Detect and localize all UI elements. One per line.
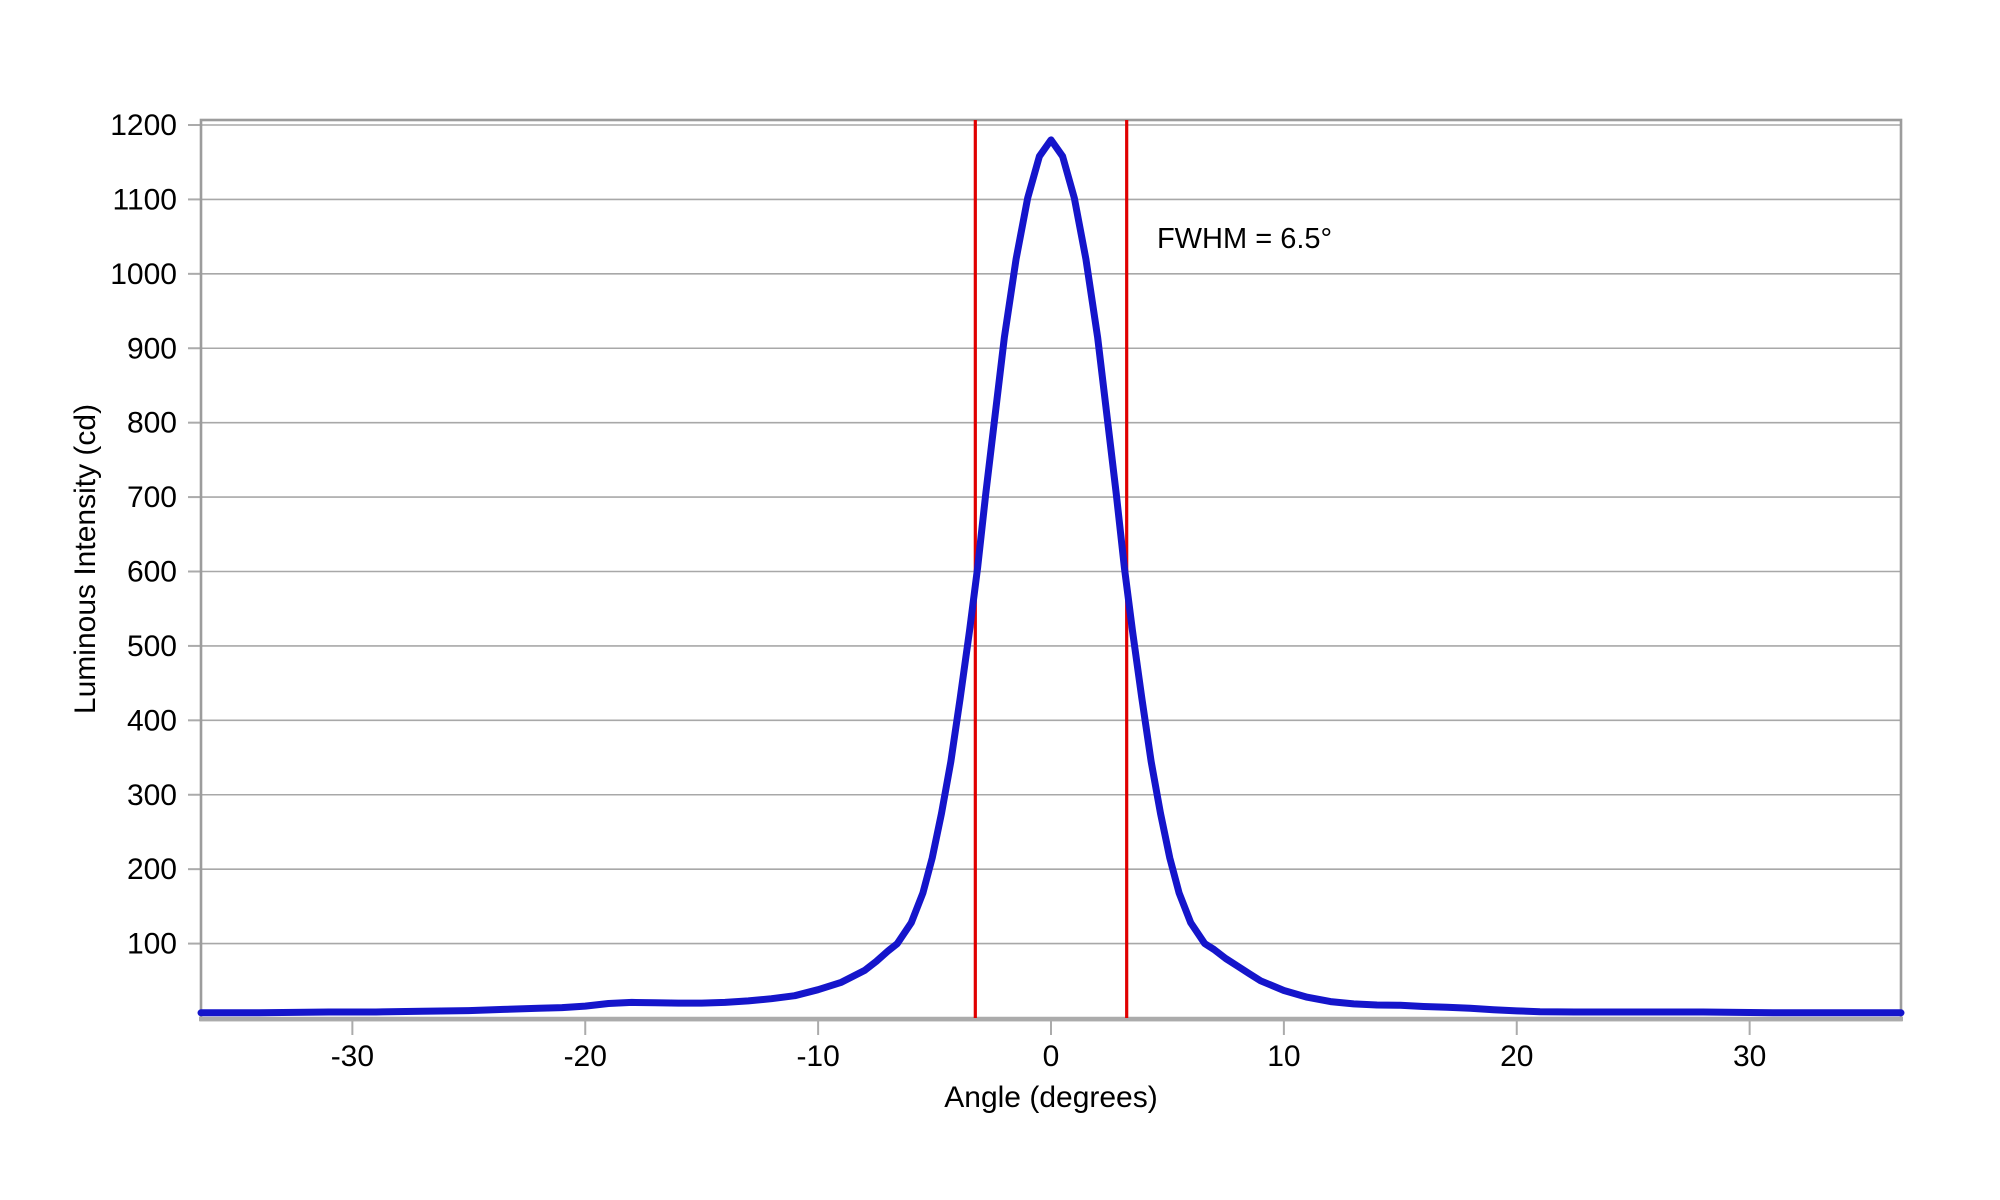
xtick-label-20: 20	[1500, 1040, 1533, 1073]
ytick-label-1000: 1000	[110, 258, 177, 291]
ytick-label-800: 800	[127, 407, 177, 440]
xtick-label--10: -10	[796, 1040, 839, 1073]
ytick-label-900: 900	[127, 332, 177, 365]
y-axis-title: Luminous Intensity (cd)	[69, 404, 102, 714]
ytick-label-400: 400	[127, 704, 177, 737]
xtick-label--20: -20	[564, 1040, 607, 1073]
plot-border	[199, 118, 1903, 1022]
xtick-label--30: -30	[331, 1040, 374, 1073]
xtick-label-10: 10	[1267, 1040, 1300, 1073]
ytick-label-200: 200	[127, 853, 177, 886]
ytick-label-1200: 1200	[110, 109, 177, 142]
ytick-label-1100: 1100	[112, 183, 177, 216]
x-axis-title: Angle (degrees)	[944, 1081, 1157, 1114]
ytick-label-300: 300	[127, 779, 177, 812]
ytick-label-100: 100	[127, 928, 177, 961]
fwhm-annotation: FWHM = 6.5°	[1157, 223, 1332, 255]
ytick-label-600: 600	[127, 556, 177, 589]
ytick-label-700: 700	[127, 481, 177, 514]
data-curve	[197, 136, 1905, 1017]
ytick-label-500: 500	[127, 630, 177, 663]
xtick-label-0: 0	[1043, 1040, 1060, 1073]
xtick-label-30: 30	[1733, 1040, 1766, 1073]
